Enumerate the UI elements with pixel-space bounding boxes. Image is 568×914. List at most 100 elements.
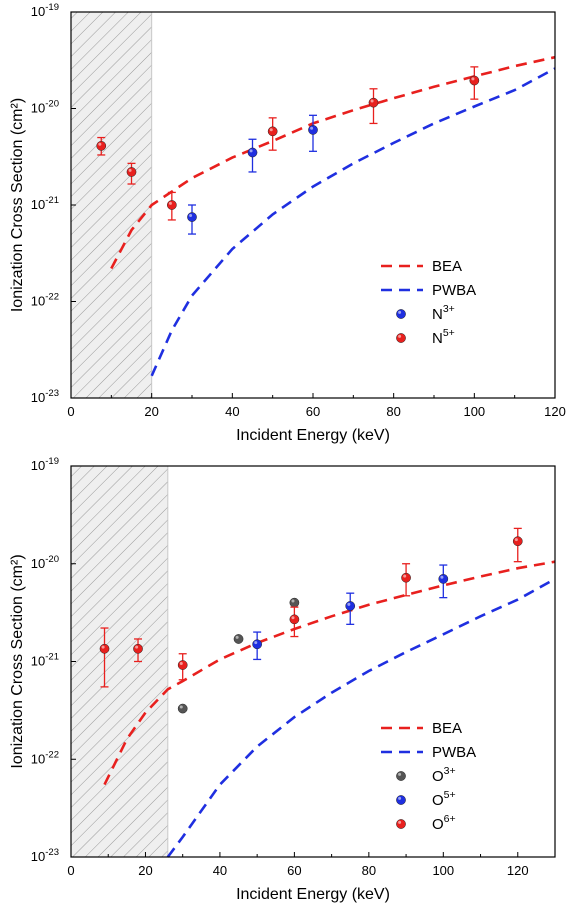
legend-charge: 6+ bbox=[444, 813, 456, 825]
y-tick-label: 10-23 bbox=[31, 847, 59, 864]
data-point bbox=[368, 97, 379, 108]
y-tick-exponent: -22 bbox=[45, 292, 59, 303]
data-point-highlight bbox=[179, 705, 183, 709]
legend-charge: 5+ bbox=[443, 327, 455, 339]
data-point bbox=[233, 634, 244, 644]
x-tick-label: 40 bbox=[225, 404, 239, 419]
legend-charge: 3+ bbox=[443, 303, 455, 315]
legend-label: PWBA bbox=[432, 282, 476, 299]
x-tick-label: 120 bbox=[507, 863, 529, 878]
y-tick-label: 10-22 bbox=[31, 749, 59, 766]
x-tick-label: 100 bbox=[463, 404, 485, 419]
data-point-highlight bbox=[269, 128, 273, 132]
curve-pwba bbox=[150, 67, 556, 377]
data-point bbox=[289, 597, 300, 608]
y-tick-exponent: -19 bbox=[45, 2, 59, 13]
y-tick-exponent: -19 bbox=[45, 456, 59, 467]
legend-marker bbox=[396, 795, 406, 805]
x-tick-label: 40 bbox=[213, 863, 227, 878]
shaded-region bbox=[71, 466, 168, 857]
data-point-highlight bbox=[291, 599, 295, 603]
legend-marker bbox=[396, 819, 406, 829]
legend-marker-highlight bbox=[398, 310, 402, 314]
data-point bbox=[469, 75, 480, 86]
y-tick-base: 10 bbox=[31, 751, 45, 766]
bottom-panel: 0 20 40 60 80 100 12010-2310-2210-2110-2010-19… bbox=[9, 456, 556, 903]
data-point-highlight bbox=[291, 616, 295, 620]
y-tick-exponent: -20 bbox=[45, 554, 59, 565]
legend-ion: N bbox=[432, 330, 443, 347]
x-tick-label: 60 bbox=[306, 404, 320, 419]
legend-charge: 3+ bbox=[444, 765, 456, 777]
x-tick-label: 120 bbox=[544, 404, 566, 419]
data-point-highlight bbox=[440, 575, 444, 579]
legend-label: BEA bbox=[432, 258, 462, 275]
shaded-region bbox=[71, 12, 152, 398]
data-point bbox=[289, 614, 300, 625]
data-point bbox=[99, 643, 110, 654]
y-tick-label: 10-23 bbox=[31, 388, 59, 405]
legend-label: O6+ bbox=[432, 813, 456, 833]
x-tick-label: 0 bbox=[67, 863, 74, 878]
data-point-highlight bbox=[254, 641, 258, 645]
data-point-highlight bbox=[347, 602, 351, 606]
y-tick-base: 10 bbox=[31, 556, 45, 571]
x-tick-label: 100 bbox=[432, 863, 454, 878]
data-point-highlight bbox=[310, 126, 314, 130]
y-tick-exponent: -22 bbox=[45, 749, 59, 760]
data-point bbox=[177, 660, 188, 670]
y-tick-base: 10 bbox=[31, 197, 45, 212]
legend-label: N3+ bbox=[432, 303, 455, 323]
legend-label: N5+ bbox=[432, 327, 455, 347]
data-point-highlight bbox=[98, 142, 102, 146]
y-tick-exponent: -23 bbox=[45, 847, 59, 858]
y-tick-base: 10 bbox=[31, 4, 45, 19]
data-point bbox=[345, 601, 356, 611]
top-panel: 0 20 40 60 80 100 12010-2310-2210-2110-2010-19… bbox=[9, 2, 566, 444]
x-axis-label: Incident Energy (keV) bbox=[236, 427, 390, 444]
legend-ion: O bbox=[432, 768, 444, 785]
data-point-highlight bbox=[189, 213, 193, 217]
y-tick-base: 10 bbox=[31, 101, 45, 116]
y-tick-base: 10 bbox=[31, 654, 45, 669]
legend-marker-highlight bbox=[398, 796, 402, 800]
data-point bbox=[177, 703, 188, 714]
data-point bbox=[166, 200, 177, 210]
data-point bbox=[308, 125, 318, 135]
data-point bbox=[438, 574, 449, 584]
data-point-highlight bbox=[403, 574, 407, 578]
data-point bbox=[133, 643, 143, 654]
y-tick-label: 10-19 bbox=[31, 2, 59, 19]
x-tick-label: 20 bbox=[144, 404, 158, 419]
y-tick-base: 10 bbox=[31, 294, 45, 309]
legend-ion: O bbox=[432, 792, 444, 809]
x-axis-label: Incident Energy (keV) bbox=[236, 886, 390, 903]
y-tick-exponent: -21 bbox=[45, 652, 59, 663]
y-tick-label: 10-20 bbox=[31, 99, 59, 116]
data-point bbox=[512, 536, 523, 547]
x-tick-label: 60 bbox=[287, 863, 301, 878]
data-point-highlight bbox=[370, 99, 374, 103]
legend-marker-highlight bbox=[398, 334, 402, 338]
data-point-highlight bbox=[514, 538, 518, 542]
y-tick-label: 10-21 bbox=[31, 195, 59, 212]
data-point-highlight bbox=[471, 77, 475, 81]
data-point bbox=[96, 141, 107, 151]
x-tick-label: 20 bbox=[138, 863, 152, 878]
curve-bea bbox=[110, 55, 556, 270]
curve-bea bbox=[103, 560, 556, 786]
legend-marker bbox=[396, 771, 406, 781]
y-tick-exponent: -21 bbox=[45, 195, 59, 206]
x-tick-label: 0 bbox=[67, 404, 74, 419]
data-point-highlight bbox=[179, 661, 183, 665]
legend-marker bbox=[396, 309, 406, 319]
curve-pwba bbox=[166, 577, 556, 858]
data-point bbox=[247, 147, 258, 158]
y-tick-exponent: -23 bbox=[45, 388, 59, 399]
y-tick-label: 10-20 bbox=[31, 554, 59, 571]
y-tick-base: 10 bbox=[31, 458, 45, 473]
data-point bbox=[267, 126, 278, 137]
x-tick-label: 80 bbox=[386, 404, 400, 419]
data-point-highlight bbox=[135, 645, 139, 649]
